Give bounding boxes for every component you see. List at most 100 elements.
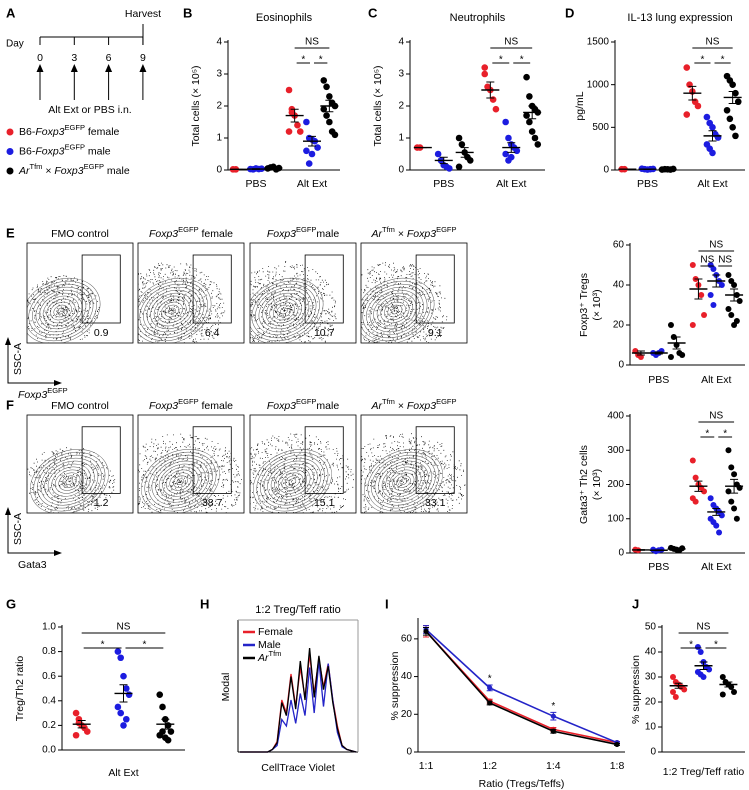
sem-bar [674, 682, 683, 689]
y-tick-label: 60 [613, 240, 625, 251]
gate-percentage: 6.4 [205, 327, 220, 339]
y-tick-label: 0 [603, 165, 609, 176]
label: Foxp3EGFPmale [267, 397, 340, 412]
data-point [692, 474, 699, 481]
text-segment: EGFP [84, 162, 104, 171]
events [27, 275, 100, 343]
contour [272, 301, 295, 321]
contour [58, 472, 81, 491]
contour [157, 298, 187, 324]
y-tick-label: 0.0 [42, 745, 56, 756]
data-point [331, 131, 339, 139]
text-segment: FMO control [51, 228, 109, 240]
sem-bar [269, 166, 278, 170]
data-point [513, 147, 521, 155]
legend-label: Male [258, 639, 281, 651]
contour [270, 463, 314, 500]
contour [276, 304, 292, 318]
text-segment: B6- [19, 145, 36, 157]
significance-label: * [301, 55, 305, 66]
data-point [487, 700, 493, 706]
data-point [729, 124, 736, 131]
contour [374, 457, 433, 506]
sem-bar [290, 108, 299, 123]
gate [192, 254, 232, 324]
significance-label: * [319, 55, 323, 66]
text-segment: Ar [371, 400, 383, 412]
plot-frame [26, 414, 134, 514]
contour [138, 280, 208, 342]
text-segment: Foxp3 [407, 400, 436, 412]
sem-bar [728, 90, 737, 104]
data-point [689, 262, 696, 268]
contour [392, 472, 415, 491]
contour [373, 292, 417, 330]
data-point [523, 73, 530, 81]
line [425, 630, 618, 746]
contour [33, 451, 106, 512]
contour [258, 289, 310, 333]
data-point [731, 689, 737, 695]
y-tick-label: 20 [401, 709, 413, 720]
y-axis-label: Total cells (× 10⁵) [372, 65, 384, 146]
contour [366, 286, 424, 336]
arrow-head [70, 64, 78, 72]
sem-bar [654, 351, 663, 355]
y-tick-label: 0 [650, 747, 656, 758]
contour [256, 451, 329, 512]
label: FMO control [51, 228, 109, 240]
x-axis-label: Ratio (Tregs/Teffs) [479, 778, 565, 790]
text-segment: Tfm [269, 649, 282, 658]
contour [54, 469, 84, 494]
significance-label: * [101, 640, 105, 651]
text-segment: Foxp3 [267, 228, 296, 240]
panel-letter: H [200, 596, 209, 611]
data-point [303, 118, 310, 126]
data-point [117, 709, 124, 717]
panel-letter: G [6, 596, 16, 611]
contour [263, 457, 322, 506]
data-point [72, 709, 80, 717]
data-point [423, 628, 429, 634]
text-segment: Tfm [382, 397, 395, 406]
contour [162, 466, 199, 497]
data-point [550, 728, 556, 734]
y-axis-label: Foxp3⁺ Tregs [578, 273, 590, 337]
data-point [167, 728, 175, 735]
gate [415, 426, 455, 494]
x-tick-label: Alt Ext [297, 178, 327, 190]
data-point [733, 515, 740, 522]
data-point [481, 64, 489, 71]
data-point [466, 157, 474, 164]
data-point [703, 113, 711, 121]
chart-title: 1:2 Treg/Teff ratio [255, 604, 340, 616]
data-point [726, 115, 734, 123]
label: Foxp3EGFP female [149, 397, 233, 412]
contour [396, 475, 411, 488]
data-point [679, 352, 686, 358]
data-point [683, 111, 691, 118]
contour [150, 292, 194, 330]
x-tick-label: Alt Ext [701, 374, 731, 386]
data-point [505, 134, 512, 142]
data-point [709, 149, 716, 157]
contour [62, 475, 77, 488]
sem-bar [708, 130, 717, 142]
y-tick-label: 1.0 [42, 622, 56, 633]
data-point [550, 713, 556, 719]
data-point [667, 354, 674, 360]
significance-label: NS [709, 411, 723, 422]
data-point [320, 77, 328, 84]
text-segment: Ar [371, 228, 383, 240]
contour [176, 478, 185, 485]
data-point [534, 141, 542, 148]
contour [65, 478, 74, 485]
contour [265, 295, 302, 327]
contour [168, 307, 176, 315]
flow-plot [27, 447, 116, 513]
contour [155, 460, 206, 503]
label: ArTfm × Foxp3EGFP [371, 397, 457, 412]
flow-ylabel: SSC-A [12, 343, 24, 375]
significance-label: * [705, 429, 709, 440]
